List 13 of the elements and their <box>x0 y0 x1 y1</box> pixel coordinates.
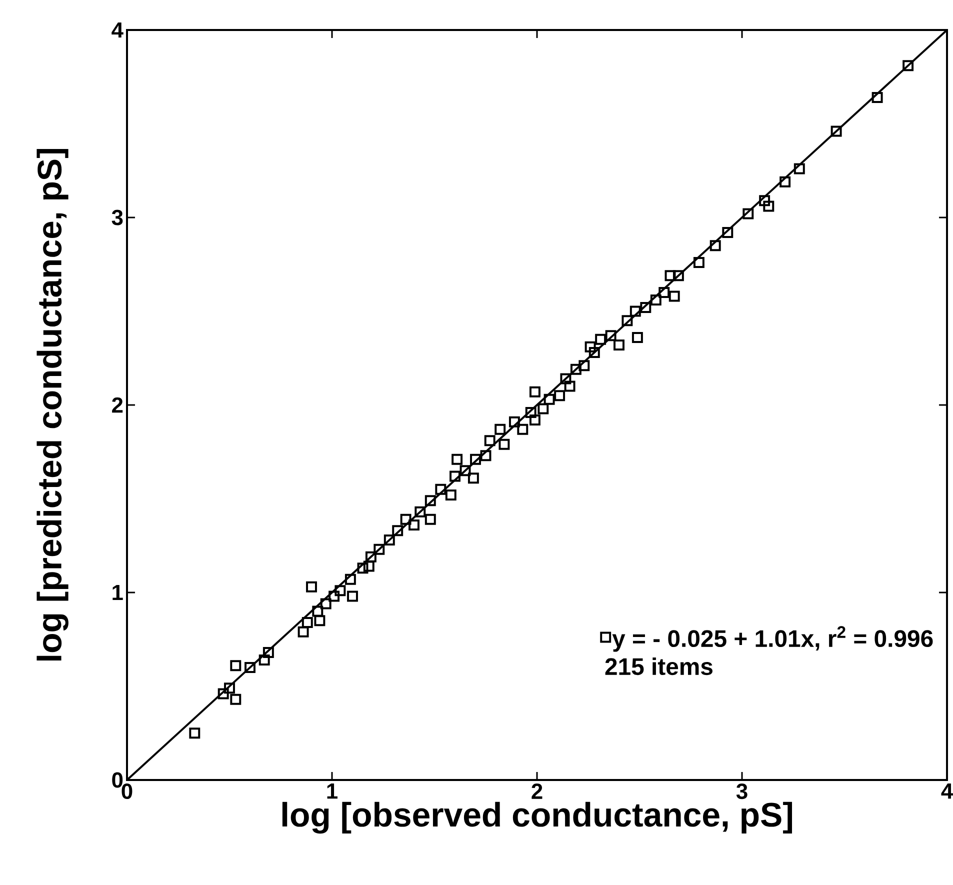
y-tick-label: 4 <box>112 22 124 38</box>
legend-label: y = - 0.025 + 1.01x, r$^{2}$ = 0.996 <box>612 626 933 652</box>
x-tick-label: 3 <box>736 784 748 800</box>
x-tick-label: 1 <box>327 784 338 799</box>
y-tick-label: 1 <box>112 584 123 600</box>
y-tick-label: 2 <box>112 397 123 413</box>
annotation: 215 items <box>605 658 712 676</box>
x-tick-label: 2 <box>532 784 542 799</box>
x-tick-label: 4 <box>941 784 953 799</box>
y-tick-label: 0 <box>112 772 123 788</box>
y-axis-title: log [predicted conductance, pS] <box>36 149 68 660</box>
x-axis-title: log [observed conductance, pS] <box>282 802 792 834</box>
y-tick-label: 3 <box>112 210 123 226</box>
